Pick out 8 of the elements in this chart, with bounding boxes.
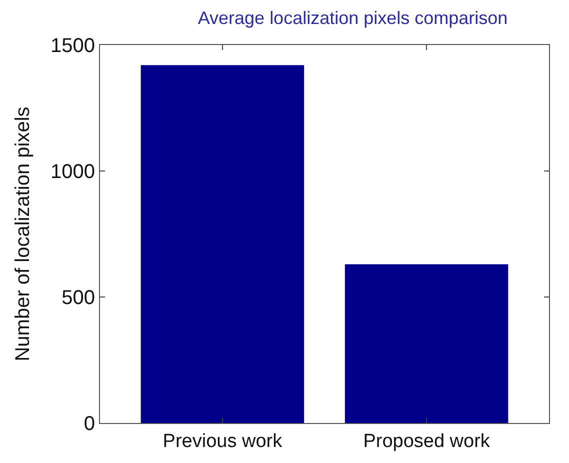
y-tick-label: 1000 <box>50 161 95 183</box>
x-tick-label: Proposed work <box>363 430 490 452</box>
y-tick-label: 500 <box>62 287 95 309</box>
y-axis-title: Number of localization pixels <box>12 106 34 362</box>
y-tick-label: 0 <box>84 413 95 435</box>
chart-title: Average localization pixels comparison <box>198 8 508 28</box>
x-tick-label: Previous work <box>162 430 283 452</box>
y-tick-label: 1500 <box>50 35 95 57</box>
